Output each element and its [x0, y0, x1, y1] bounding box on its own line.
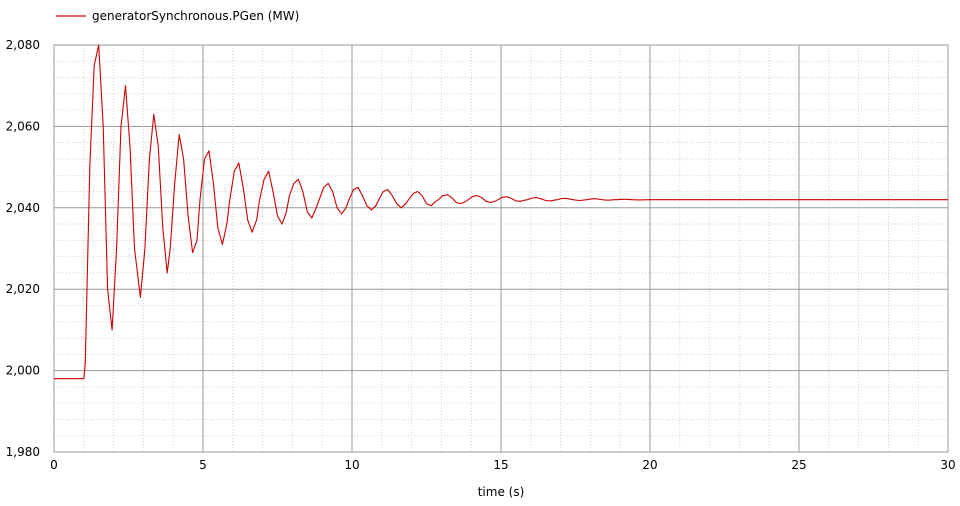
series-line: [54, 44, 948, 380]
x-tick-label: 30: [940, 458, 955, 472]
y-tick-labels: 1,980 2,000 2,020 2,040 2,060 2,080: [6, 38, 40, 459]
plot-area-frame: [53, 44, 949, 453]
y-tick-label: 2,040: [6, 201, 40, 215]
x-axis-label: time (s): [478, 485, 525, 499]
x-tick-label: 25: [791, 458, 806, 472]
y-tick-label: 2,060: [6, 119, 40, 133]
x-tick-label: 15: [493, 458, 508, 472]
x-tick-label: 0: [50, 458, 58, 472]
legend: generatorSynchronous.PGen (MW): [56, 9, 299, 23]
legend-label: generatorSynchronous.PGen (MW): [92, 9, 299, 23]
x-tick-labels: 0 5 10 15 20 25 30: [50, 458, 955, 472]
x-tick-label: 10: [344, 458, 359, 472]
y-tick-label: 2,080: [6, 38, 40, 52]
y-tick-label: 1,980: [6, 445, 40, 459]
x-tick-label: 20: [642, 458, 657, 472]
major-gridlines: [54, 45, 948, 452]
y-tick-label: 2,020: [6, 282, 40, 296]
x-tick-label: 5: [199, 458, 207, 472]
series-layer: [54, 44, 948, 380]
y-tick-label: 2,000: [6, 364, 40, 378]
